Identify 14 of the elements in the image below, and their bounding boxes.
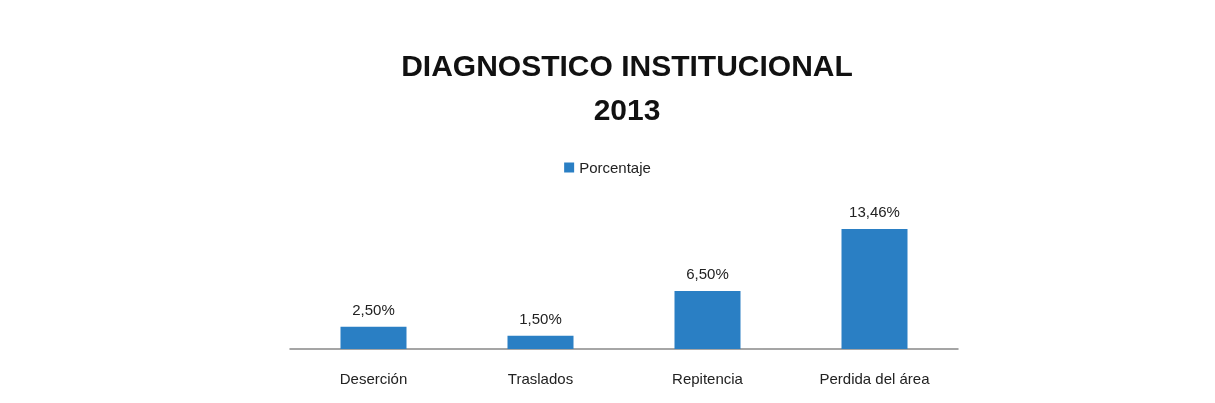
data-label: 13,46% bbox=[849, 203, 900, 220]
bar bbox=[841, 229, 908, 349]
bar bbox=[340, 326, 407, 349]
bar bbox=[674, 291, 741, 349]
data-label: 1,50% bbox=[519, 309, 562, 327]
x-tick-label: Perdida del área bbox=[819, 370, 931, 387]
data-label: 6,50% bbox=[686, 265, 729, 283]
data-label: 2,50% bbox=[352, 300, 395, 318]
x-tick-label: Deserción bbox=[339, 370, 408, 387]
chart-title: DIAGNOSTICO INSTITUCIONAL 2013 bbox=[401, 48, 853, 126]
x-tick-label: Traslados bbox=[507, 370, 574, 387]
x-tick-label: Repitencia bbox=[672, 370, 744, 387]
bar bbox=[507, 335, 574, 349]
legend-label: Porcentaje bbox=[579, 159, 651, 176]
